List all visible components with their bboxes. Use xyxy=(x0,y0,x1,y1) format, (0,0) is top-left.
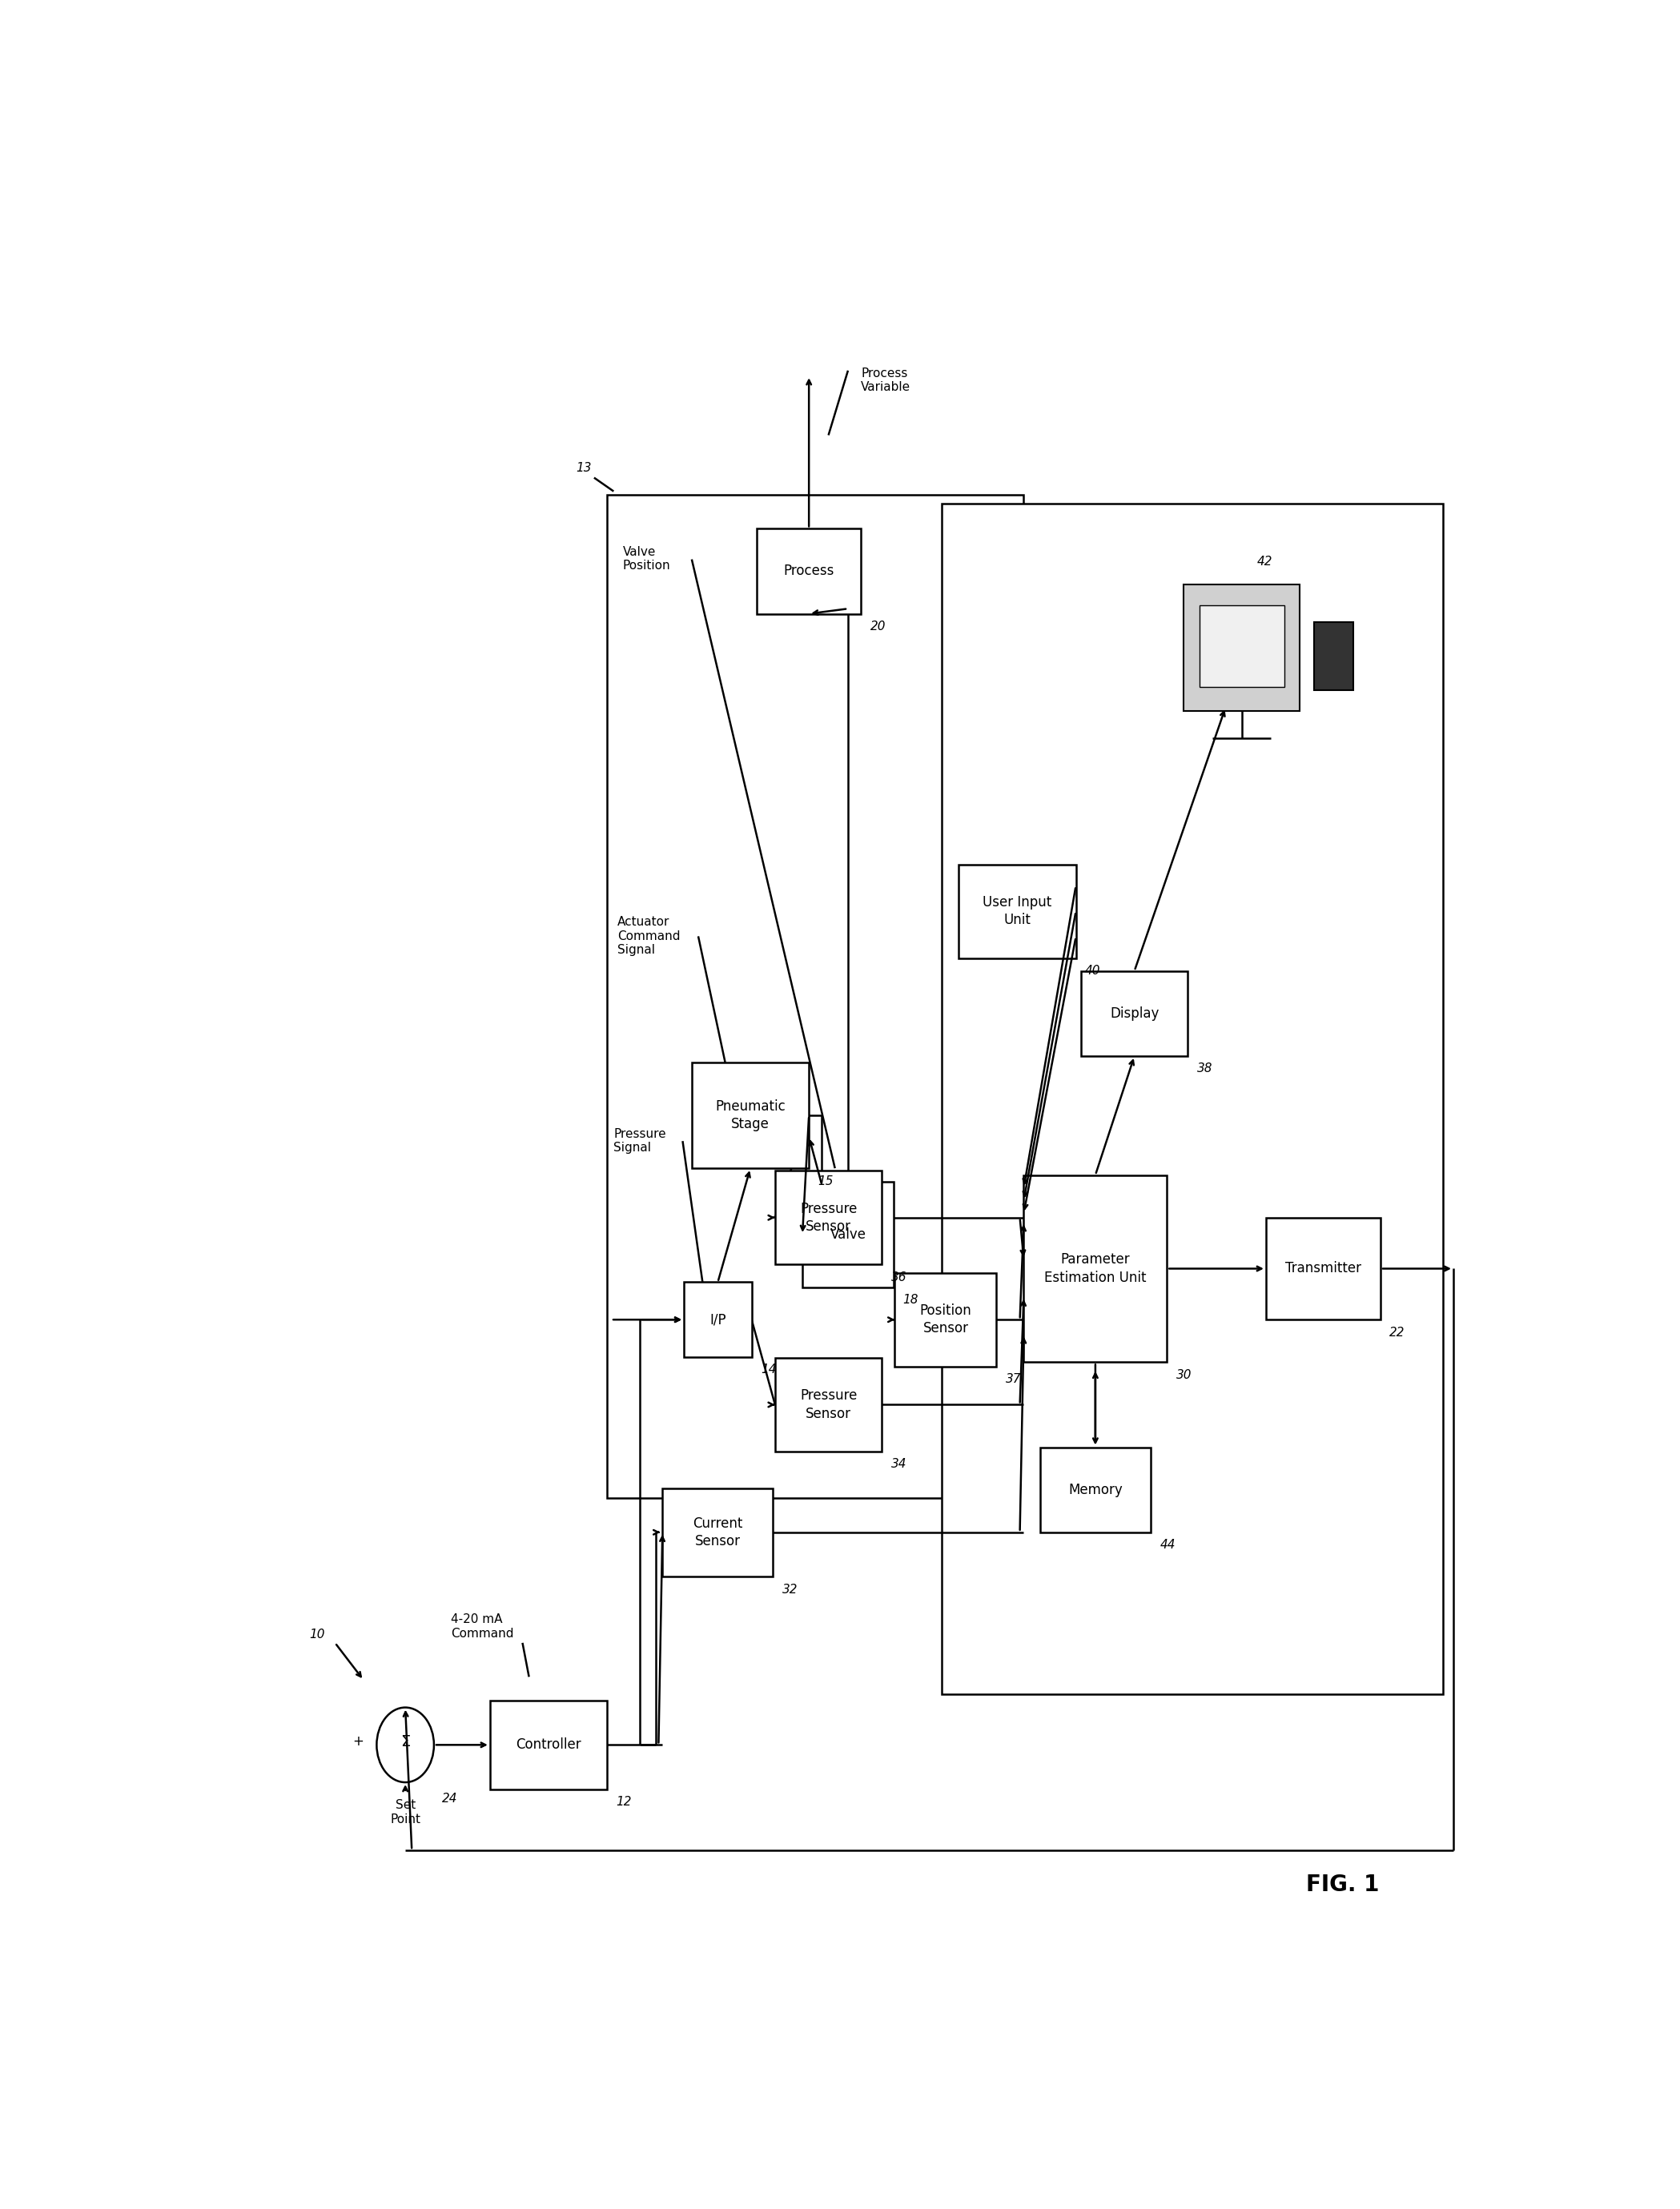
Bar xyxy=(1080,972,1188,1056)
FancyBboxPatch shape xyxy=(1184,585,1300,711)
Text: Σ: Σ xyxy=(400,1734,410,1750)
Text: Current
Sensor: Current Sensor xyxy=(692,1515,743,1549)
Text: 44: 44 xyxy=(1159,1540,1176,1551)
Text: 18: 18 xyxy=(902,1294,919,1306)
Bar xyxy=(1040,1447,1151,1533)
Text: 42: 42 xyxy=(1257,557,1272,568)
Circle shape xyxy=(376,1708,433,1783)
Bar xyxy=(1267,1217,1381,1319)
Text: Process
Variable: Process Variable xyxy=(860,367,911,393)
Bar xyxy=(758,528,862,614)
Text: Memory: Memory xyxy=(1068,1482,1122,1498)
Text: Valve: Valve xyxy=(830,1228,865,1241)
Text: Pressure
Sensor: Pressure Sensor xyxy=(800,1389,857,1420)
Text: Pressure
Signal: Pressure Signal xyxy=(613,1129,667,1153)
Text: FIG. 1: FIG. 1 xyxy=(1305,1873,1379,1895)
Text: 38: 38 xyxy=(1196,1063,1213,1076)
Bar xyxy=(684,1281,751,1356)
Text: Pneumatic
Stage: Pneumatic Stage xyxy=(716,1100,786,1131)
Text: Pressure
Sensor: Pressure Sensor xyxy=(800,1202,857,1233)
Text: 32: 32 xyxy=(783,1584,798,1595)
Text: 10: 10 xyxy=(309,1628,324,1641)
Text: 15: 15 xyxy=(818,1175,833,1186)
Text: 14: 14 xyxy=(761,1363,776,1376)
Text: Controller: Controller xyxy=(516,1738,581,1752)
Text: 34: 34 xyxy=(890,1458,907,1471)
Bar xyxy=(774,1171,882,1264)
Text: 4-20 mA
Command: 4-20 mA Command xyxy=(450,1613,514,1639)
Text: 13: 13 xyxy=(576,462,591,475)
Bar xyxy=(606,495,1023,1498)
Bar xyxy=(1200,605,1284,687)
Text: 20: 20 xyxy=(870,621,885,632)
Text: 37: 37 xyxy=(1006,1374,1021,1385)
Bar xyxy=(895,1272,996,1367)
Bar xyxy=(774,1359,882,1451)
Bar xyxy=(692,1063,808,1169)
Text: Valve
Position: Valve Position xyxy=(623,546,670,572)
Bar xyxy=(1023,1175,1168,1363)
Text: 30: 30 xyxy=(1176,1370,1191,1381)
Text: +: + xyxy=(353,1734,363,1750)
Text: 22: 22 xyxy=(1389,1325,1404,1339)
Text: 12: 12 xyxy=(617,1796,632,1807)
Text: User Input
Unit: User Input Unit xyxy=(983,895,1052,928)
Text: Parameter
Estimation Unit: Parameter Estimation Unit xyxy=(1045,1253,1146,1286)
Text: 24: 24 xyxy=(442,1791,457,1805)
Bar xyxy=(942,504,1443,1694)
Bar xyxy=(803,1182,894,1288)
Text: Set
Point: Set Point xyxy=(390,1800,420,1825)
Text: I/P: I/P xyxy=(709,1312,726,1328)
Text: 40: 40 xyxy=(1085,965,1100,976)
Bar xyxy=(662,1489,773,1577)
Text: Display: Display xyxy=(1110,1007,1159,1021)
Text: Position
Sensor: Position Sensor xyxy=(919,1303,971,1336)
Bar xyxy=(491,1701,606,1789)
Bar xyxy=(959,864,1075,959)
Text: 36: 36 xyxy=(890,1270,907,1283)
Text: Actuator
Command
Signal: Actuator Command Signal xyxy=(618,917,680,956)
Bar xyxy=(1314,623,1352,689)
Text: Process: Process xyxy=(783,563,835,579)
Text: Transmitter: Transmitter xyxy=(1285,1261,1361,1277)
